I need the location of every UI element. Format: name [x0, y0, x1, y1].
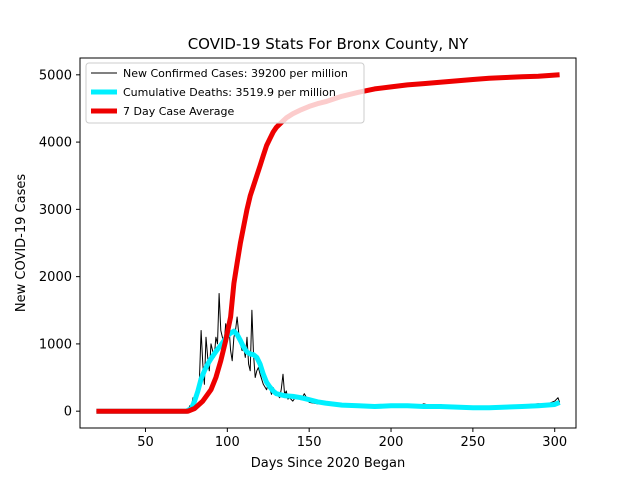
x-tick-label: 200	[379, 435, 404, 450]
y-tick-label: 1000	[39, 337, 72, 352]
legend-label-average: 7 Day Case Average	[123, 105, 235, 118]
legend-label-deaths: Cumulative Deaths: 3519.9 per million	[123, 86, 336, 99]
chart-title: COVID-19 Stats For Bronx County, NY	[188, 35, 469, 53]
x-tick-label: 100	[215, 435, 240, 450]
y-axis-title: New COVID-19 Cases	[14, 174, 29, 312]
y-tick-label: 4000	[39, 136, 72, 151]
series-line-0	[96, 293, 561, 412]
legend: New Confirmed Cases: 39200 per million C…	[85, 62, 365, 124]
legend-box	[85, 62, 365, 124]
x-tick-label: 150	[297, 435, 322, 450]
y-tick-label: 0	[64, 405, 72, 420]
plot-frame	[79, 57, 577, 429]
series-line-1	[96, 328, 561, 414]
y-tick-label: 2000	[39, 270, 72, 285]
legend-label-cases: New Confirmed Cases: 39200 per million	[123, 67, 348, 80]
x-tick-label: 50	[137, 435, 154, 450]
series-line-2	[96, 72, 560, 414]
x-axis: 50 100 150 200 250 300	[137, 428, 567, 450]
x-tick-label: 250	[460, 435, 485, 450]
y-tick-label: 5000	[39, 68, 72, 83]
y-tick-label: 3000	[39, 203, 72, 218]
x-tick-label: 300	[542, 435, 567, 450]
series-layer	[96, 72, 561, 414]
x-axis-title: Days Since 2020 Began	[251, 456, 406, 471]
y-axis: 0 1000 2000 3000 4000 5000	[39, 68, 80, 420]
